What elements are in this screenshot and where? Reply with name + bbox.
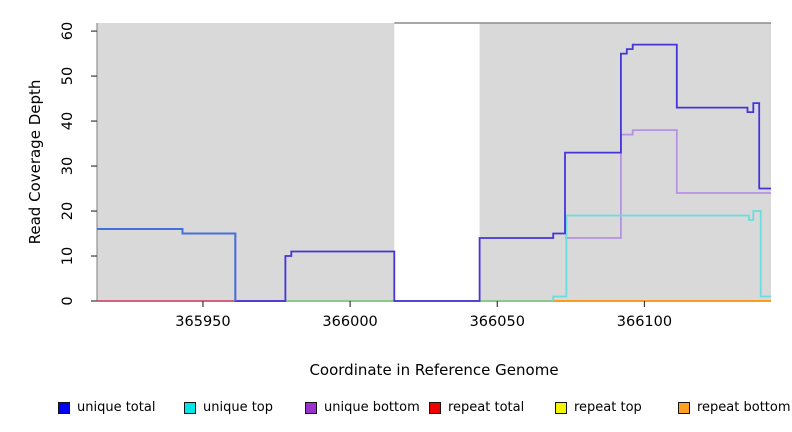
legend-label: unique bottom [324,400,420,415]
y-tick-label: 40 [60,111,76,131]
x-tick-label: 366050 [469,314,525,330]
legend-swatch [184,401,196,414]
legend-swatch [58,401,70,414]
x-tick-label: 366100 [616,314,673,330]
y-tick-label: 60 [60,21,76,41]
x-tick-label: 365950 [175,314,231,330]
series-line-unique-total [97,43,771,302]
x-tick-label: 366000 [322,314,378,330]
series-line-override-unique-total [97,228,237,301]
legend-item: unique bottom [305,400,420,415]
legend-item: repeat total [429,400,524,415]
y-tick-label: 20 [60,201,76,221]
legend-item: unique top [184,400,273,415]
legend-swatch [678,401,690,414]
legend-label: repeat top [574,400,642,415]
x-axis-title: Coordinate in Reference Genome [309,361,559,379]
legend: unique total unique top unique bottom repea… [0,398,792,422]
y-tick-label: 50 [60,66,76,86]
legend-label: repeat bottom [697,400,791,415]
legend-label: unique total [77,400,156,415]
legend-item: unique total [58,400,155,415]
series-line-unique-bottom [565,129,771,239]
y-tick-label: 0 [60,296,76,306]
legend-swatch [429,401,441,414]
y-tick-label: 30 [60,156,76,176]
legend-label: repeat total [448,400,525,415]
legend-swatch [555,401,567,414]
y-tick-label: 10 [60,246,76,266]
legend-swatch [305,401,317,414]
no-data-band [394,23,480,301]
legend-item: repeat bottom [678,400,791,415]
y-axis-title: Read Coverage Depth [26,79,44,245]
series-line-unique-top [552,210,771,301]
legend-item: repeat top [555,400,642,415]
legend-label: unique top [203,400,274,415]
